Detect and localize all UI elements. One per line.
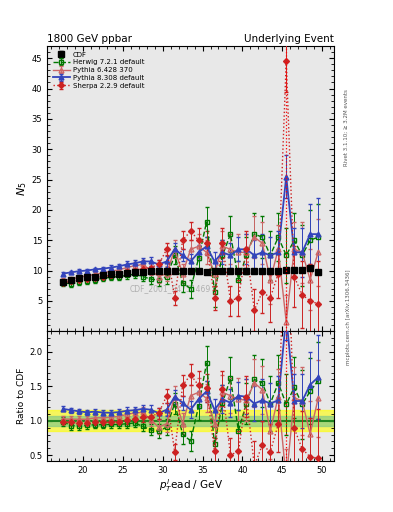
Bar: [47, 416, 334, 425]
Text: CDF_2001_S4751469: CDF_2001_S4751469: [130, 284, 211, 293]
Text: mcplots.cern.ch [arXiv:1306.3436]: mcplots.cern.ch [arXiv:1306.3436]: [346, 270, 351, 365]
Bar: [47, 411, 334, 431]
Text: Underlying Event: Underlying Event: [244, 34, 334, 44]
Y-axis label: $N_5$: $N_5$: [15, 181, 29, 196]
Text: Rivet 3.1.10; ≥ 3.2M events: Rivet 3.1.10; ≥ 3.2M events: [344, 90, 349, 166]
Text: 1800 GeV ppbar: 1800 GeV ppbar: [47, 34, 132, 44]
Y-axis label: Ratio to CDF: Ratio to CDF: [17, 368, 26, 424]
Legend: CDF, Herwig 7.2.1 default, Pythia 6.428 370, Pythia 8.308 default, Sherpa 2.2.9 : CDF, Herwig 7.2.1 default, Pythia 6.428 …: [51, 50, 147, 91]
X-axis label: $p_T^{l}$ead / GeV: $p_T^{l}$ead / GeV: [158, 477, 223, 494]
